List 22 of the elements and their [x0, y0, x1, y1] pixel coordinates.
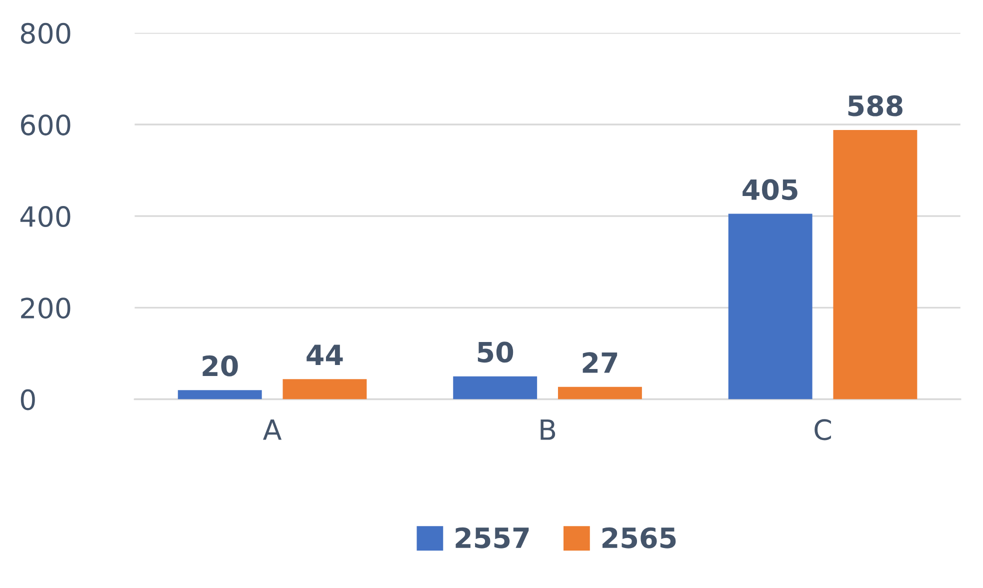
bar [453, 376, 538, 400]
data-label: 50 [478, 342, 514, 363]
y-tick-label: 0 [20, 389, 35, 410]
y-tick-label: 600 [21, 114, 70, 136]
data-label: 27 [582, 352, 618, 373]
y-tick-label: 800 [20, 22, 70, 44]
data-label: 405 [742, 179, 798, 200]
data-label: 44 [306, 344, 343, 365]
bar [728, 214, 812, 400]
bar [833, 130, 918, 400]
x-tick-label: B [540, 420, 556, 440]
x-tick-label: A [263, 420, 282, 440]
bar [282, 379, 367, 400]
data-label: 588 [848, 95, 902, 116]
legend-label: 2557 [456, 527, 529, 548]
legend-label: 2565 [602, 527, 676, 548]
y-tick-label: 200 [21, 298, 70, 319]
bar [558, 386, 642, 400]
x-tick-label: C [814, 419, 831, 440]
data-label: 20 [202, 355, 238, 376]
bar [178, 390, 262, 400]
y-tick-label: 400 [20, 206, 70, 228]
